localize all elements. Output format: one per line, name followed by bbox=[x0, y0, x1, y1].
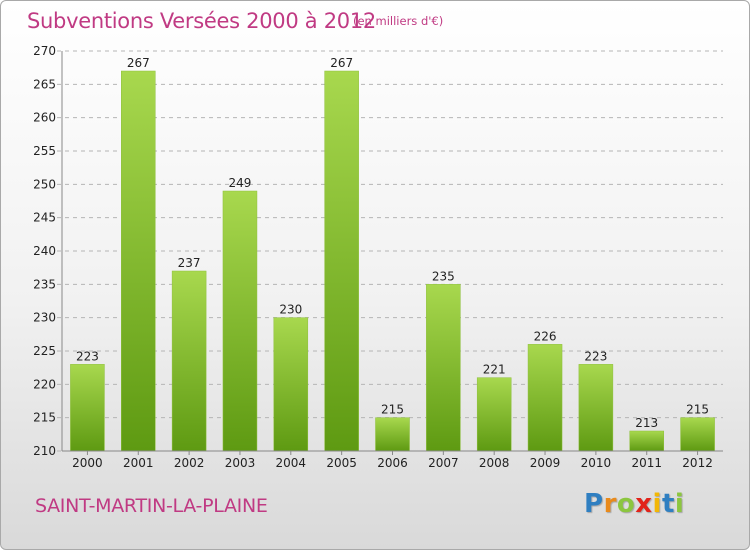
x-tick-label: 2005 bbox=[326, 456, 357, 470]
bar-value-label: 226 bbox=[534, 329, 557, 343]
logo-letter: P bbox=[584, 489, 604, 519]
bar-value-label: 215 bbox=[686, 403, 709, 417]
chart-unit-note: (en milliers d'€) bbox=[353, 14, 444, 28]
logo-letter: x bbox=[635, 489, 653, 519]
bar-value-label: 223 bbox=[584, 349, 607, 363]
bar bbox=[426, 284, 461, 452]
y-tick-label: 210 bbox=[33, 444, 56, 458]
x-tick-label: 2004 bbox=[276, 456, 307, 470]
y-tick-label: 250 bbox=[33, 177, 56, 191]
x-tick-label: 2008 bbox=[479, 456, 510, 470]
bar-value-label: 213 bbox=[635, 416, 658, 430]
y-tick-label: 245 bbox=[33, 211, 56, 225]
bar-value-label: 237 bbox=[178, 256, 201, 270]
logo-letter: o bbox=[616, 489, 636, 519]
bar-value-label: 221 bbox=[483, 363, 506, 377]
x-tick-label: 2000 bbox=[72, 456, 103, 470]
bar-value-label: 223 bbox=[76, 349, 99, 363]
bar bbox=[273, 317, 309, 452]
x-tick-label: 2011 bbox=[631, 456, 662, 470]
bar-value-label: 230 bbox=[279, 303, 302, 317]
commune-name: SAINT-MARTIN-LA-PLAINE bbox=[35, 495, 268, 517]
x-tick-label: 2009 bbox=[530, 456, 561, 470]
bar bbox=[629, 430, 664, 452]
logo-letter: i bbox=[652, 489, 662, 519]
bar bbox=[375, 417, 410, 452]
bar-value-label: 215 bbox=[381, 403, 404, 417]
bar-value-label: 235 bbox=[432, 269, 455, 283]
bar bbox=[324, 70, 359, 452]
y-tick-label: 215 bbox=[33, 411, 56, 425]
y-tick-label: 260 bbox=[33, 111, 56, 125]
bar-value-label: 267 bbox=[330, 56, 353, 70]
bar bbox=[70, 364, 105, 452]
x-tick-label: 2003 bbox=[225, 456, 256, 470]
x-tick-label: 2006 bbox=[377, 456, 408, 470]
x-tick-label: 2010 bbox=[581, 456, 612, 470]
bar bbox=[527, 344, 563, 452]
bar-value-label: 249 bbox=[229, 176, 252, 190]
logo-letter: t bbox=[661, 489, 675, 519]
x-tick-label: 2001 bbox=[123, 456, 154, 470]
y-tick-label: 255 bbox=[33, 144, 56, 158]
proxiti-logo: Proxiti bbox=[584, 489, 684, 519]
x-tick-label: 2012 bbox=[682, 456, 713, 470]
y-tick-label: 225 bbox=[33, 344, 56, 358]
bar-value-label: 267 bbox=[127, 56, 150, 70]
y-tick-label: 265 bbox=[33, 77, 56, 91]
y-tick-label: 235 bbox=[33, 277, 56, 291]
x-tick-label: 2002 bbox=[174, 456, 205, 470]
chart-title: Subventions Versées 2000 à 2012 bbox=[27, 9, 376, 33]
y-tick-label: 240 bbox=[33, 244, 56, 258]
bar bbox=[680, 417, 715, 452]
y-tick-label: 220 bbox=[33, 377, 56, 391]
bar bbox=[578, 364, 614, 452]
bar bbox=[476, 377, 512, 452]
logo-letter: r bbox=[603, 489, 617, 519]
logo-letter: i bbox=[674, 489, 685, 519]
y-tick-label: 270 bbox=[33, 44, 56, 58]
bar bbox=[222, 190, 258, 452]
bar bbox=[121, 70, 156, 452]
y-tick-label: 230 bbox=[33, 311, 56, 325]
bar bbox=[171, 270, 207, 452]
x-tick-label: 2007 bbox=[428, 456, 459, 470]
